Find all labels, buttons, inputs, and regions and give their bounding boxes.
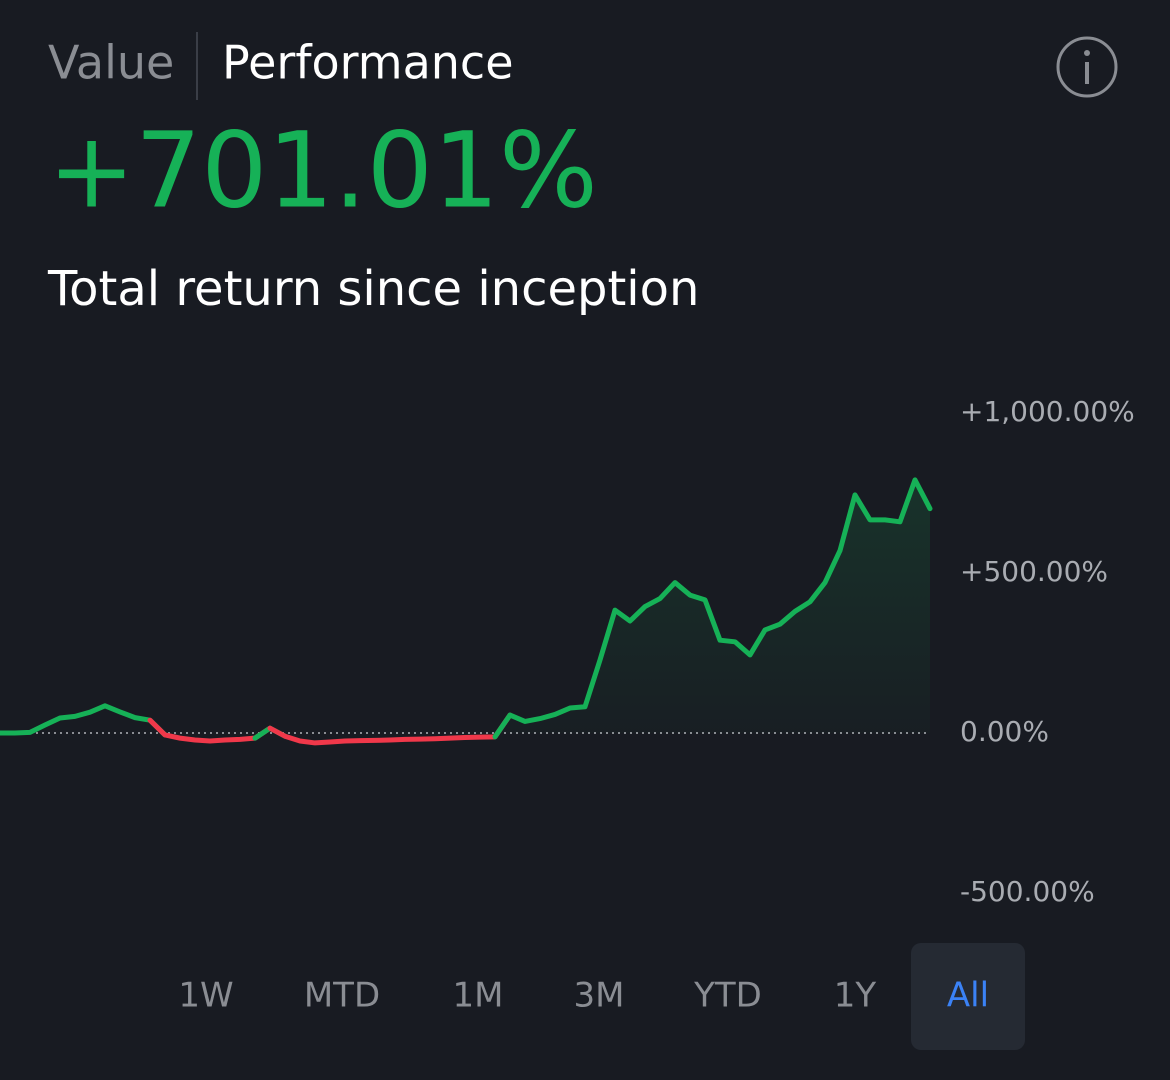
range-button[interactable]: 1W [178, 976, 233, 1016]
y-tick-label: -500.00% [960, 875, 1095, 908]
range-button[interactable]: 3M [574, 976, 625, 1016]
line-segment [0, 703, 168, 738]
range-button[interactable]: All [947, 976, 989, 1016]
range-button[interactable]: YTD [693, 976, 762, 1016]
range-button[interactable]: 1M [453, 976, 504, 1016]
y-tick-label: +1,000.00% [960, 395, 1135, 428]
range-highlight[interactable] [911, 943, 1025, 1050]
y-tick-label: +500.00% [960, 555, 1108, 588]
area-fill [495, 479, 930, 737]
y-tick-label: 0.00% [960, 715, 1049, 748]
line-segment [147, 717, 273, 744]
range-button[interactable]: 1Y [834, 976, 877, 1016]
info-dot [1084, 50, 1090, 56]
subtitle: Total return since inception [47, 261, 699, 317]
tab[interactable]: Performance [222, 36, 514, 90]
info-button[interactable] [1056, 36, 1118, 98]
line-segment [492, 477, 933, 740]
info-icon[interactable] [1056, 36, 1118, 98]
headline: +701.01% [48, 109, 598, 231]
tab[interactable]: Value [48, 36, 174, 90]
range-button[interactable]: MTD [304, 976, 380, 1016]
line-segment [267, 712, 513, 746]
